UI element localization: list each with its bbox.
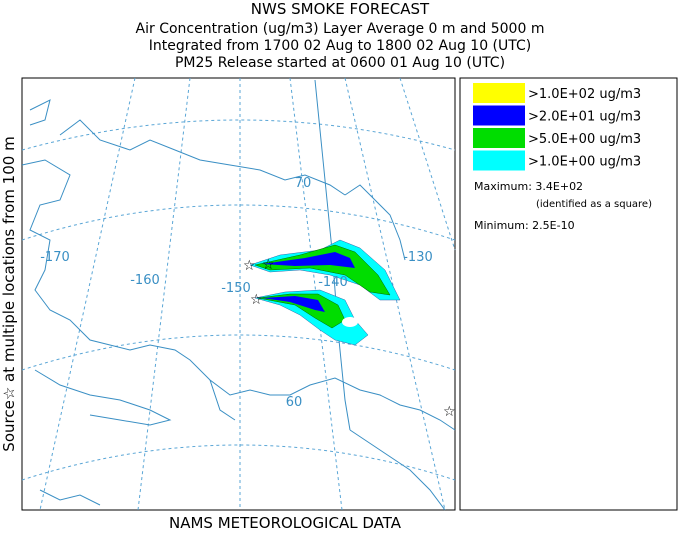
map: ☆ ☆ ☆ ☆ -170 -160 -150 -140 -130 70 60 [21, 77, 456, 511]
maximum: Maximum: 3.4E+02 [474, 180, 583, 193]
legend-label: >1.0E+02 ug/m3 [528, 87, 641, 102]
subtitle: PM25 Release started at 0600 01 Aug 10 (… [175, 55, 505, 71]
longitude-label: -130 [403, 250, 433, 265]
legend-swatch [473, 150, 525, 171]
longitude-label: -140 [318, 275, 348, 290]
latitude-label: 70 [295, 176, 312, 191]
maximum-note: (identified as a square) [536, 199, 652, 210]
legend-swatch [473, 128, 525, 148]
legend-label: >2.0E+01 ug/m3 [528, 110, 641, 125]
svg-text:☆: ☆ [443, 404, 456, 420]
svg-text:☆: ☆ [262, 257, 275, 273]
minimum: Minimum: 2.5E-10 [474, 219, 575, 232]
longitude-label: -160 [130, 273, 160, 288]
svg-text:☆: ☆ [243, 258, 256, 274]
latitude-label: 60 [286, 395, 303, 410]
longitude-label: -150 [221, 281, 251, 296]
subtitle: Integrated from 1700 02 Aug to 1800 02 A… [149, 38, 532, 54]
coastline [21, 79, 456, 511]
smoke-plume: ☆ ☆ ☆ ☆ [243, 239, 456, 420]
footer: NAMS METEOROLOGICAL DATA [169, 514, 402, 532]
legend-label: >1.0E+00 ug/m3 [528, 155, 641, 170]
svg-text:☆: ☆ [250, 292, 263, 308]
title: NWS SMOKE FORECAST [251, 0, 430, 18]
legend-label: >5.0E+00 ug/m3 [528, 132, 641, 147]
legend-swatch [473, 83, 525, 103]
subtitle: Air Concentration (ug/m3) Layer Average … [136, 21, 545, 37]
legend: Maximum: 3.4E+02 (identified as a square… [459, 77, 678, 511]
side-label: Source☆ at multiple locations from 100 m [0, 136, 18, 451]
legend-swatch [473, 105, 525, 126]
legend-frame [459, 77, 678, 511]
longitude-label: -170 [40, 250, 70, 265]
